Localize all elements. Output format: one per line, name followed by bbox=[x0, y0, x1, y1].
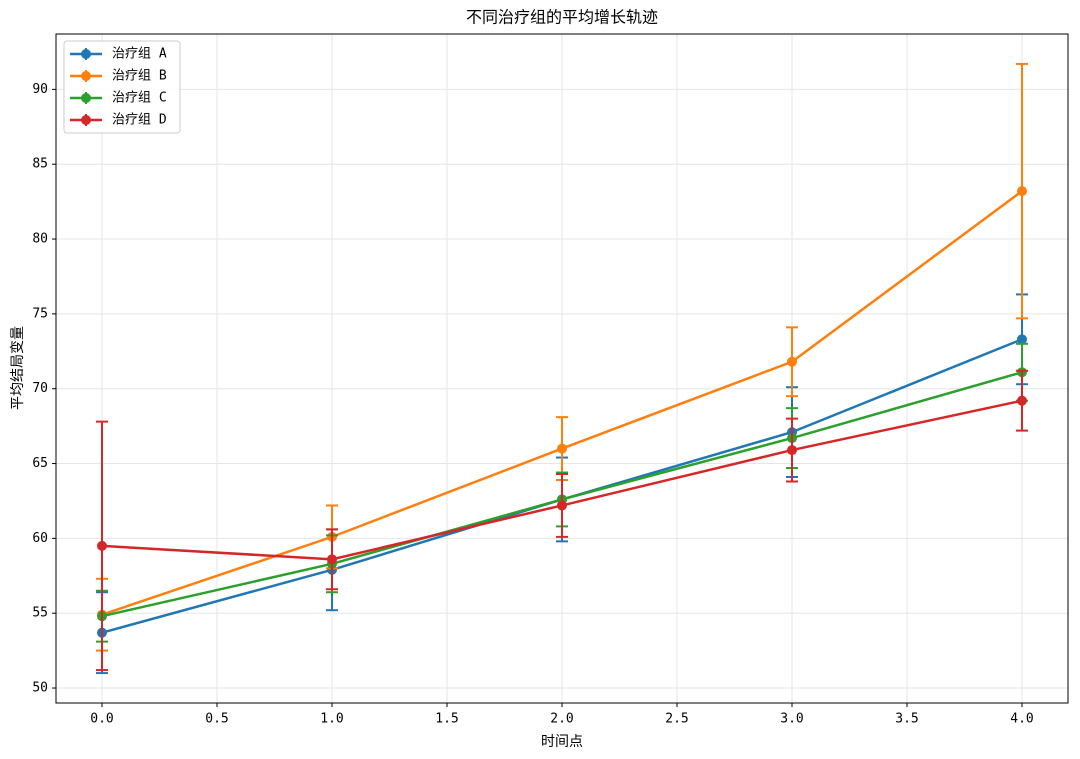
legend-marker bbox=[81, 49, 91, 59]
x-tick-label: 1.0 bbox=[320, 712, 343, 727]
x-tick-label: 2.5 bbox=[665, 712, 688, 727]
marker bbox=[557, 500, 567, 511]
y-tick-label: 70 bbox=[32, 381, 48, 396]
marker bbox=[97, 540, 107, 551]
x-tick-label: 0.5 bbox=[205, 712, 228, 727]
x-tick-label: 3.5 bbox=[895, 712, 918, 727]
marker bbox=[1017, 334, 1027, 345]
marker bbox=[557, 443, 567, 454]
marker bbox=[787, 356, 797, 367]
y-tick-label: 65 bbox=[32, 456, 48, 471]
y-tick-label: 80 bbox=[32, 232, 48, 247]
legend-label: 治疗组 D bbox=[112, 113, 167, 128]
y-axis-label: 平均结局变量 bbox=[10, 326, 26, 410]
legend-label: 治疗组 B bbox=[112, 69, 167, 84]
y-tick-label: 60 bbox=[32, 531, 48, 546]
x-tick-label: 2.0 bbox=[550, 712, 573, 727]
x-axis-label: 时间点 bbox=[541, 734, 583, 750]
y-tick-label: 85 bbox=[32, 157, 48, 172]
x-tick-label: 4.0 bbox=[1010, 712, 1033, 727]
legend-label: 治疗组 A bbox=[112, 47, 167, 62]
x-tick-label: 1.5 bbox=[435, 712, 458, 727]
x-tick-label: 3.0 bbox=[780, 712, 803, 727]
legend-label: 治疗组 C bbox=[112, 91, 167, 106]
plot-frame bbox=[55, 33, 1069, 704]
chart-title: 不同治疗组的平均增长轨迹 bbox=[466, 8, 658, 27]
marker bbox=[1017, 395, 1027, 406]
y-tick-label: 75 bbox=[32, 306, 48, 321]
marker bbox=[327, 554, 337, 565]
y-tick-label: 90 bbox=[32, 82, 48, 97]
y-tick-label: 55 bbox=[32, 606, 48, 621]
marker bbox=[787, 445, 797, 456]
x-tick-label: 0.0 bbox=[90, 712, 113, 727]
marker bbox=[1017, 186, 1027, 197]
legend-marker bbox=[81, 115, 91, 125]
legend-box bbox=[63, 40, 181, 134]
y-tick-label: 50 bbox=[32, 681, 48, 696]
legend-marker bbox=[81, 93, 91, 103]
legend-marker bbox=[81, 71, 91, 81]
